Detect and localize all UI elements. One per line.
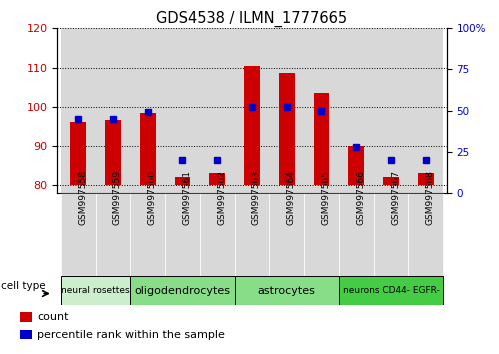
- Text: neural rosettes: neural rosettes: [61, 286, 130, 295]
- Bar: [20, 330, 32, 339]
- Bar: [348, 146, 364, 185]
- Text: GSM997563: GSM997563: [252, 170, 261, 224]
- Bar: [210, 173, 225, 185]
- Bar: [244, 65, 260, 185]
- Bar: [61, 276, 130, 305]
- Bar: [408, 193, 443, 276]
- Text: oligodendrocytes: oligodendrocytes: [135, 286, 231, 296]
- Bar: [235, 193, 269, 276]
- Bar: [235, 28, 269, 193]
- Bar: [418, 173, 434, 185]
- Bar: [165, 193, 200, 276]
- Text: GSM997565: GSM997565: [321, 170, 330, 224]
- Title: GDS4538 / ILMN_1777665: GDS4538 / ILMN_1777665: [156, 11, 348, 27]
- Text: count: count: [37, 312, 68, 322]
- Bar: [20, 312, 32, 322]
- Bar: [374, 28, 408, 193]
- Bar: [269, 193, 304, 276]
- Text: GSM997558: GSM997558: [78, 170, 87, 224]
- Text: GSM997567: GSM997567: [391, 170, 400, 224]
- Bar: [374, 193, 408, 276]
- Bar: [130, 276, 235, 305]
- Bar: [130, 28, 165, 193]
- Bar: [61, 28, 96, 193]
- Bar: [70, 122, 86, 185]
- Bar: [165, 28, 200, 193]
- Text: GSM997560: GSM997560: [148, 170, 157, 224]
- Text: GSM997566: GSM997566: [356, 170, 365, 224]
- Bar: [200, 193, 235, 276]
- Text: GSM997568: GSM997568: [426, 170, 435, 224]
- Bar: [175, 177, 190, 185]
- Bar: [200, 28, 235, 193]
- Bar: [339, 276, 443, 305]
- Bar: [269, 28, 304, 193]
- Bar: [279, 73, 294, 185]
- Bar: [408, 28, 443, 193]
- Bar: [304, 28, 339, 193]
- Bar: [105, 120, 121, 185]
- Bar: [314, 93, 329, 185]
- Text: astrocytes: astrocytes: [258, 286, 316, 296]
- Bar: [61, 193, 96, 276]
- Text: GSM997561: GSM997561: [183, 170, 192, 224]
- Text: GSM997562: GSM997562: [217, 170, 226, 224]
- Bar: [339, 28, 374, 193]
- Bar: [383, 177, 399, 185]
- Bar: [96, 28, 130, 193]
- Bar: [339, 193, 374, 276]
- Text: percentile rank within the sample: percentile rank within the sample: [37, 330, 225, 339]
- Bar: [130, 193, 165, 276]
- Text: GSM997559: GSM997559: [113, 170, 122, 224]
- Text: cell type: cell type: [1, 281, 46, 291]
- Bar: [304, 193, 339, 276]
- Bar: [96, 193, 130, 276]
- Bar: [235, 276, 339, 305]
- Text: GSM997564: GSM997564: [287, 170, 296, 224]
- Text: neurons CD44- EGFR-: neurons CD44- EGFR-: [343, 286, 440, 295]
- Bar: [140, 113, 156, 185]
